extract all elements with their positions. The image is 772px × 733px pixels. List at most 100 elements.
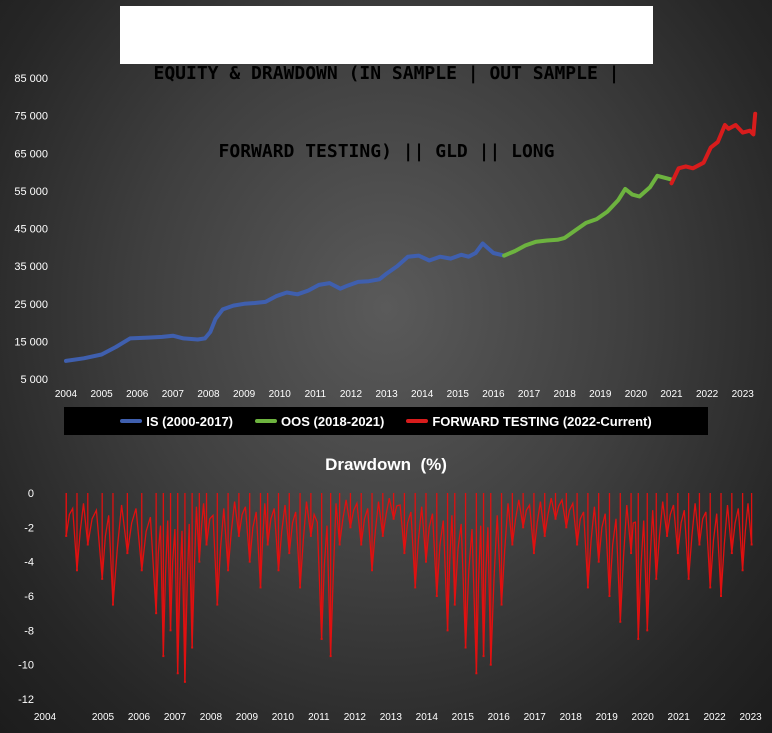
drawdown-point bbox=[532, 552, 535, 555]
drawdown-point bbox=[309, 534, 312, 537]
drawdown-point bbox=[86, 543, 89, 546]
drawdown-point bbox=[266, 543, 269, 546]
x-tick-label: 2004 bbox=[55, 389, 78, 400]
x-tick-label: 2008 bbox=[200, 712, 223, 723]
legend: IS (2000-2017) OOS (2018-2021) FORWARD T… bbox=[64, 407, 708, 435]
x-tick-label: 2009 bbox=[236, 712, 259, 723]
drawdown-point bbox=[687, 577, 690, 580]
drawdown-point bbox=[299, 586, 302, 589]
x-tick-label: 2012 bbox=[344, 712, 367, 723]
drawdown-point bbox=[329, 655, 332, 658]
drawdown-point bbox=[191, 646, 194, 649]
y-tick-label: -4 bbox=[24, 557, 34, 569]
y-tick-label: 0 bbox=[28, 488, 34, 500]
drawdown-point bbox=[183, 680, 186, 683]
drawdown-point bbox=[464, 646, 467, 649]
drawdown-point bbox=[424, 560, 427, 563]
drawdown-point bbox=[554, 517, 557, 520]
drawdown-point bbox=[414, 586, 417, 589]
drawdown-point bbox=[65, 534, 68, 537]
y-tick-label: 85 000 bbox=[14, 73, 48, 85]
x-tick-label: 2006 bbox=[128, 712, 151, 723]
drawdown-point bbox=[349, 526, 352, 529]
drawdown-point bbox=[709, 586, 712, 589]
drawdown-point bbox=[227, 569, 230, 572]
y-tick-label: -12 bbox=[18, 694, 34, 706]
equity-series-line-1 bbox=[502, 173, 674, 258]
x-tick-label: 2015 bbox=[447, 389, 470, 400]
drawdown-point bbox=[288, 552, 291, 555]
x-tick-label: 2013 bbox=[380, 712, 403, 723]
x-tick-label: 2014 bbox=[416, 712, 439, 723]
x-tick-label: 2018 bbox=[554, 389, 577, 400]
x-tick-label: 2017 bbox=[524, 712, 547, 723]
drawdown-point bbox=[216, 603, 219, 606]
x-tick-label: 2007 bbox=[162, 389, 185, 400]
drawdown-point bbox=[676, 552, 679, 555]
drawdown-title: Drawdown (%) bbox=[325, 455, 447, 474]
x-tick-label: 2021 bbox=[660, 389, 683, 400]
x-tick-label: 2005 bbox=[90, 389, 113, 400]
drawdown-point bbox=[619, 620, 622, 623]
x-tick-label: 2019 bbox=[589, 389, 612, 400]
drawdown-point bbox=[446, 629, 449, 632]
drawdown-point bbox=[360, 543, 363, 546]
drawdown-point bbox=[576, 543, 579, 546]
drawdown-point bbox=[655, 577, 658, 580]
equity-series-line-2 bbox=[669, 111, 758, 186]
drawdown-point bbox=[750, 543, 753, 546]
x-tick-label: 2011 bbox=[305, 389, 327, 400]
legend-label-is: IS (2000-2017) bbox=[146, 413, 234, 429]
drawdown-point bbox=[277, 569, 280, 572]
x-tick-label: 2017 bbox=[518, 389, 541, 400]
drawdown-point bbox=[482, 655, 485, 658]
chart-title-line-1: EQUITY & DRAWDOWN (IN SAMPLE | OUT SAMPL… bbox=[153, 63, 620, 84]
x-tick-label: 2016 bbox=[482, 389, 505, 400]
y-tick-label: -6 bbox=[24, 591, 34, 603]
x-tick-label: 2004 bbox=[34, 712, 57, 723]
legend-item-is: IS (2000-2017) bbox=[120, 414, 233, 429]
drawdown-point bbox=[543, 534, 546, 537]
drawdown-point bbox=[205, 543, 208, 546]
x-tick-label: 2016 bbox=[488, 712, 511, 723]
drawdown-point bbox=[248, 560, 251, 563]
chart-title: EQUITY & DRAWDOWN (IN SAMPLE | OUT SAMPL… bbox=[120, 6, 653, 162]
equity-series-line-0 bbox=[64, 241, 507, 363]
drawdown-point bbox=[522, 526, 525, 529]
drawdown-point bbox=[453, 603, 456, 606]
x-tick-label: 2007 bbox=[164, 712, 187, 723]
x-tick-label: 2018 bbox=[560, 712, 583, 723]
x-tick-label: 2010 bbox=[269, 389, 292, 400]
legend-swatch-forward bbox=[406, 419, 429, 423]
y-tick-label: -2 bbox=[24, 522, 34, 534]
drawdown-point bbox=[475, 672, 478, 675]
drawdown-point bbox=[140, 569, 143, 572]
drawdown-point bbox=[101, 577, 104, 580]
drawdown-point bbox=[586, 586, 589, 589]
x-tick-label: 2023 bbox=[739, 712, 762, 723]
legend-swatch-oos bbox=[255, 419, 278, 423]
x-tick-label: 2012 bbox=[340, 389, 363, 400]
drawdown-series bbox=[65, 493, 753, 683]
drawdown-point bbox=[169, 629, 172, 632]
legend-label-oos: OOS (2018-2021) bbox=[281, 413, 385, 429]
y-tick-label: 5 000 bbox=[20, 374, 48, 386]
drawdown-point bbox=[75, 569, 78, 572]
y-tick-label: 55 000 bbox=[14, 186, 48, 198]
x-tick-label: 2020 bbox=[625, 389, 648, 400]
drawdown-point bbox=[666, 534, 669, 537]
legend-item-oos: OOS (2018-2021) bbox=[255, 414, 384, 429]
drawdown-point bbox=[435, 595, 438, 597]
chart-title-line-2: FORWARD TESTING) || GLD || LONG bbox=[218, 141, 555, 162]
x-tick-label: 2005 bbox=[92, 712, 115, 723]
x-tick-label: 2015 bbox=[452, 712, 475, 723]
drawdown-point bbox=[741, 569, 744, 572]
drawdown-point bbox=[198, 560, 201, 563]
x-tick-label: 2023 bbox=[732, 389, 755, 400]
x-tick-label: 2022 bbox=[704, 712, 727, 723]
drawdown-point bbox=[489, 663, 492, 666]
x-tick-label: 2013 bbox=[375, 389, 398, 400]
equity-chart: 5 000 15 000 25 000 35 000 45 000 55 000 65 00… bbox=[14, 73, 758, 400]
